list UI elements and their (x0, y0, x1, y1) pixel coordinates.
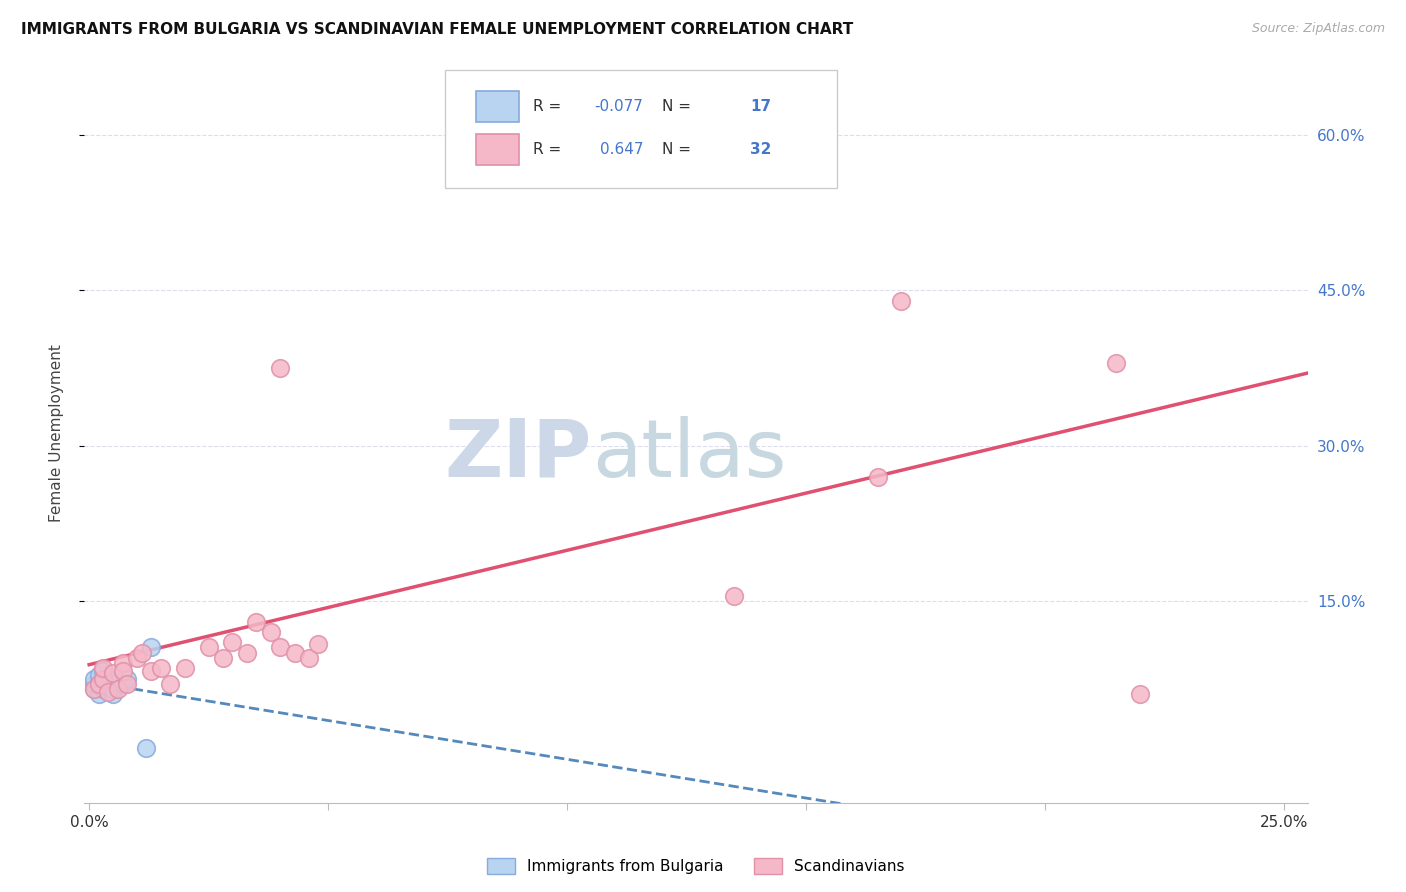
Point (141, 665, 163, 679)
Text: Source: ZipAtlas.com: Source: ZipAtlas.com (1251, 22, 1385, 36)
Bar (475, 91, 519, 121)
Point (197, 640, 219, 655)
Point (87, 679, 110, 693)
Point (1105, 356, 1128, 370)
Point (125, 650, 148, 665)
Point (245, 615, 267, 629)
Point (308, 637, 330, 651)
Point (298, 650, 321, 665)
Point (93, 672, 115, 686)
Point (87, 674, 110, 689)
Point (93, 681, 115, 696)
Text: atlas: atlas (592, 416, 786, 494)
Point (101, 666, 124, 681)
Text: 32: 32 (751, 142, 772, 157)
Point (87, 668, 110, 682)
Text: IMMIGRANTS FROM BULGARIA VS SCANDINAVIAN FEMALE UNEMPLOYMENT CORRELATION CHART: IMMIGRANTS FROM BULGARIA VS SCANDINAVIAN… (21, 22, 853, 37)
Point (97, 679, 120, 693)
Point (87, 677, 110, 691)
Point (236, 646, 259, 660)
Point (111, 677, 134, 691)
Point (101, 687, 124, 701)
Point (107, 674, 129, 689)
Text: N =: N = (662, 99, 690, 113)
Point (131, 646, 153, 660)
Point (97, 685, 120, 699)
Point (93, 665, 115, 679)
Text: 0.647: 0.647 (600, 142, 644, 157)
Point (269, 640, 291, 655)
Point (101, 681, 124, 696)
Text: ZIP: ZIP (444, 416, 592, 494)
Point (111, 665, 134, 679)
Point (866, 469, 889, 483)
Point (1129, 687, 1152, 701)
Point (141, 640, 163, 655)
Legend: Immigrants from Bulgaria, Scandinavians: Immigrants from Bulgaria, Scandinavians (481, 852, 911, 880)
Point (83, 677, 105, 691)
Point (269, 360, 291, 375)
Point (890, 293, 912, 308)
Point (460, 138, 482, 153)
Point (260, 624, 283, 639)
Bar (475, 134, 519, 165)
Point (723, 589, 745, 603)
Point (173, 661, 195, 675)
Point (83, 681, 105, 696)
Point (284, 646, 307, 660)
Point (135, 740, 157, 755)
Text: 17: 17 (751, 99, 772, 113)
Point (83, 672, 105, 686)
Point (149, 661, 172, 675)
Point (117, 672, 139, 686)
Point (159, 677, 181, 691)
Point (212, 650, 235, 665)
Text: R =: R = (533, 99, 561, 113)
Point (83, 681, 105, 696)
Y-axis label: Female Unemployment: Female Unemployment (49, 343, 63, 522)
Point (117, 677, 139, 691)
Point (97, 672, 120, 686)
Point (111, 656, 134, 670)
Point (93, 661, 115, 675)
FancyBboxPatch shape (446, 70, 837, 188)
Text: -0.077: -0.077 (595, 99, 644, 113)
Point (221, 635, 243, 649)
Text: N =: N = (662, 142, 690, 157)
Text: R =: R = (533, 142, 561, 157)
Point (107, 681, 129, 696)
Point (87, 687, 110, 701)
Point (93, 677, 115, 691)
